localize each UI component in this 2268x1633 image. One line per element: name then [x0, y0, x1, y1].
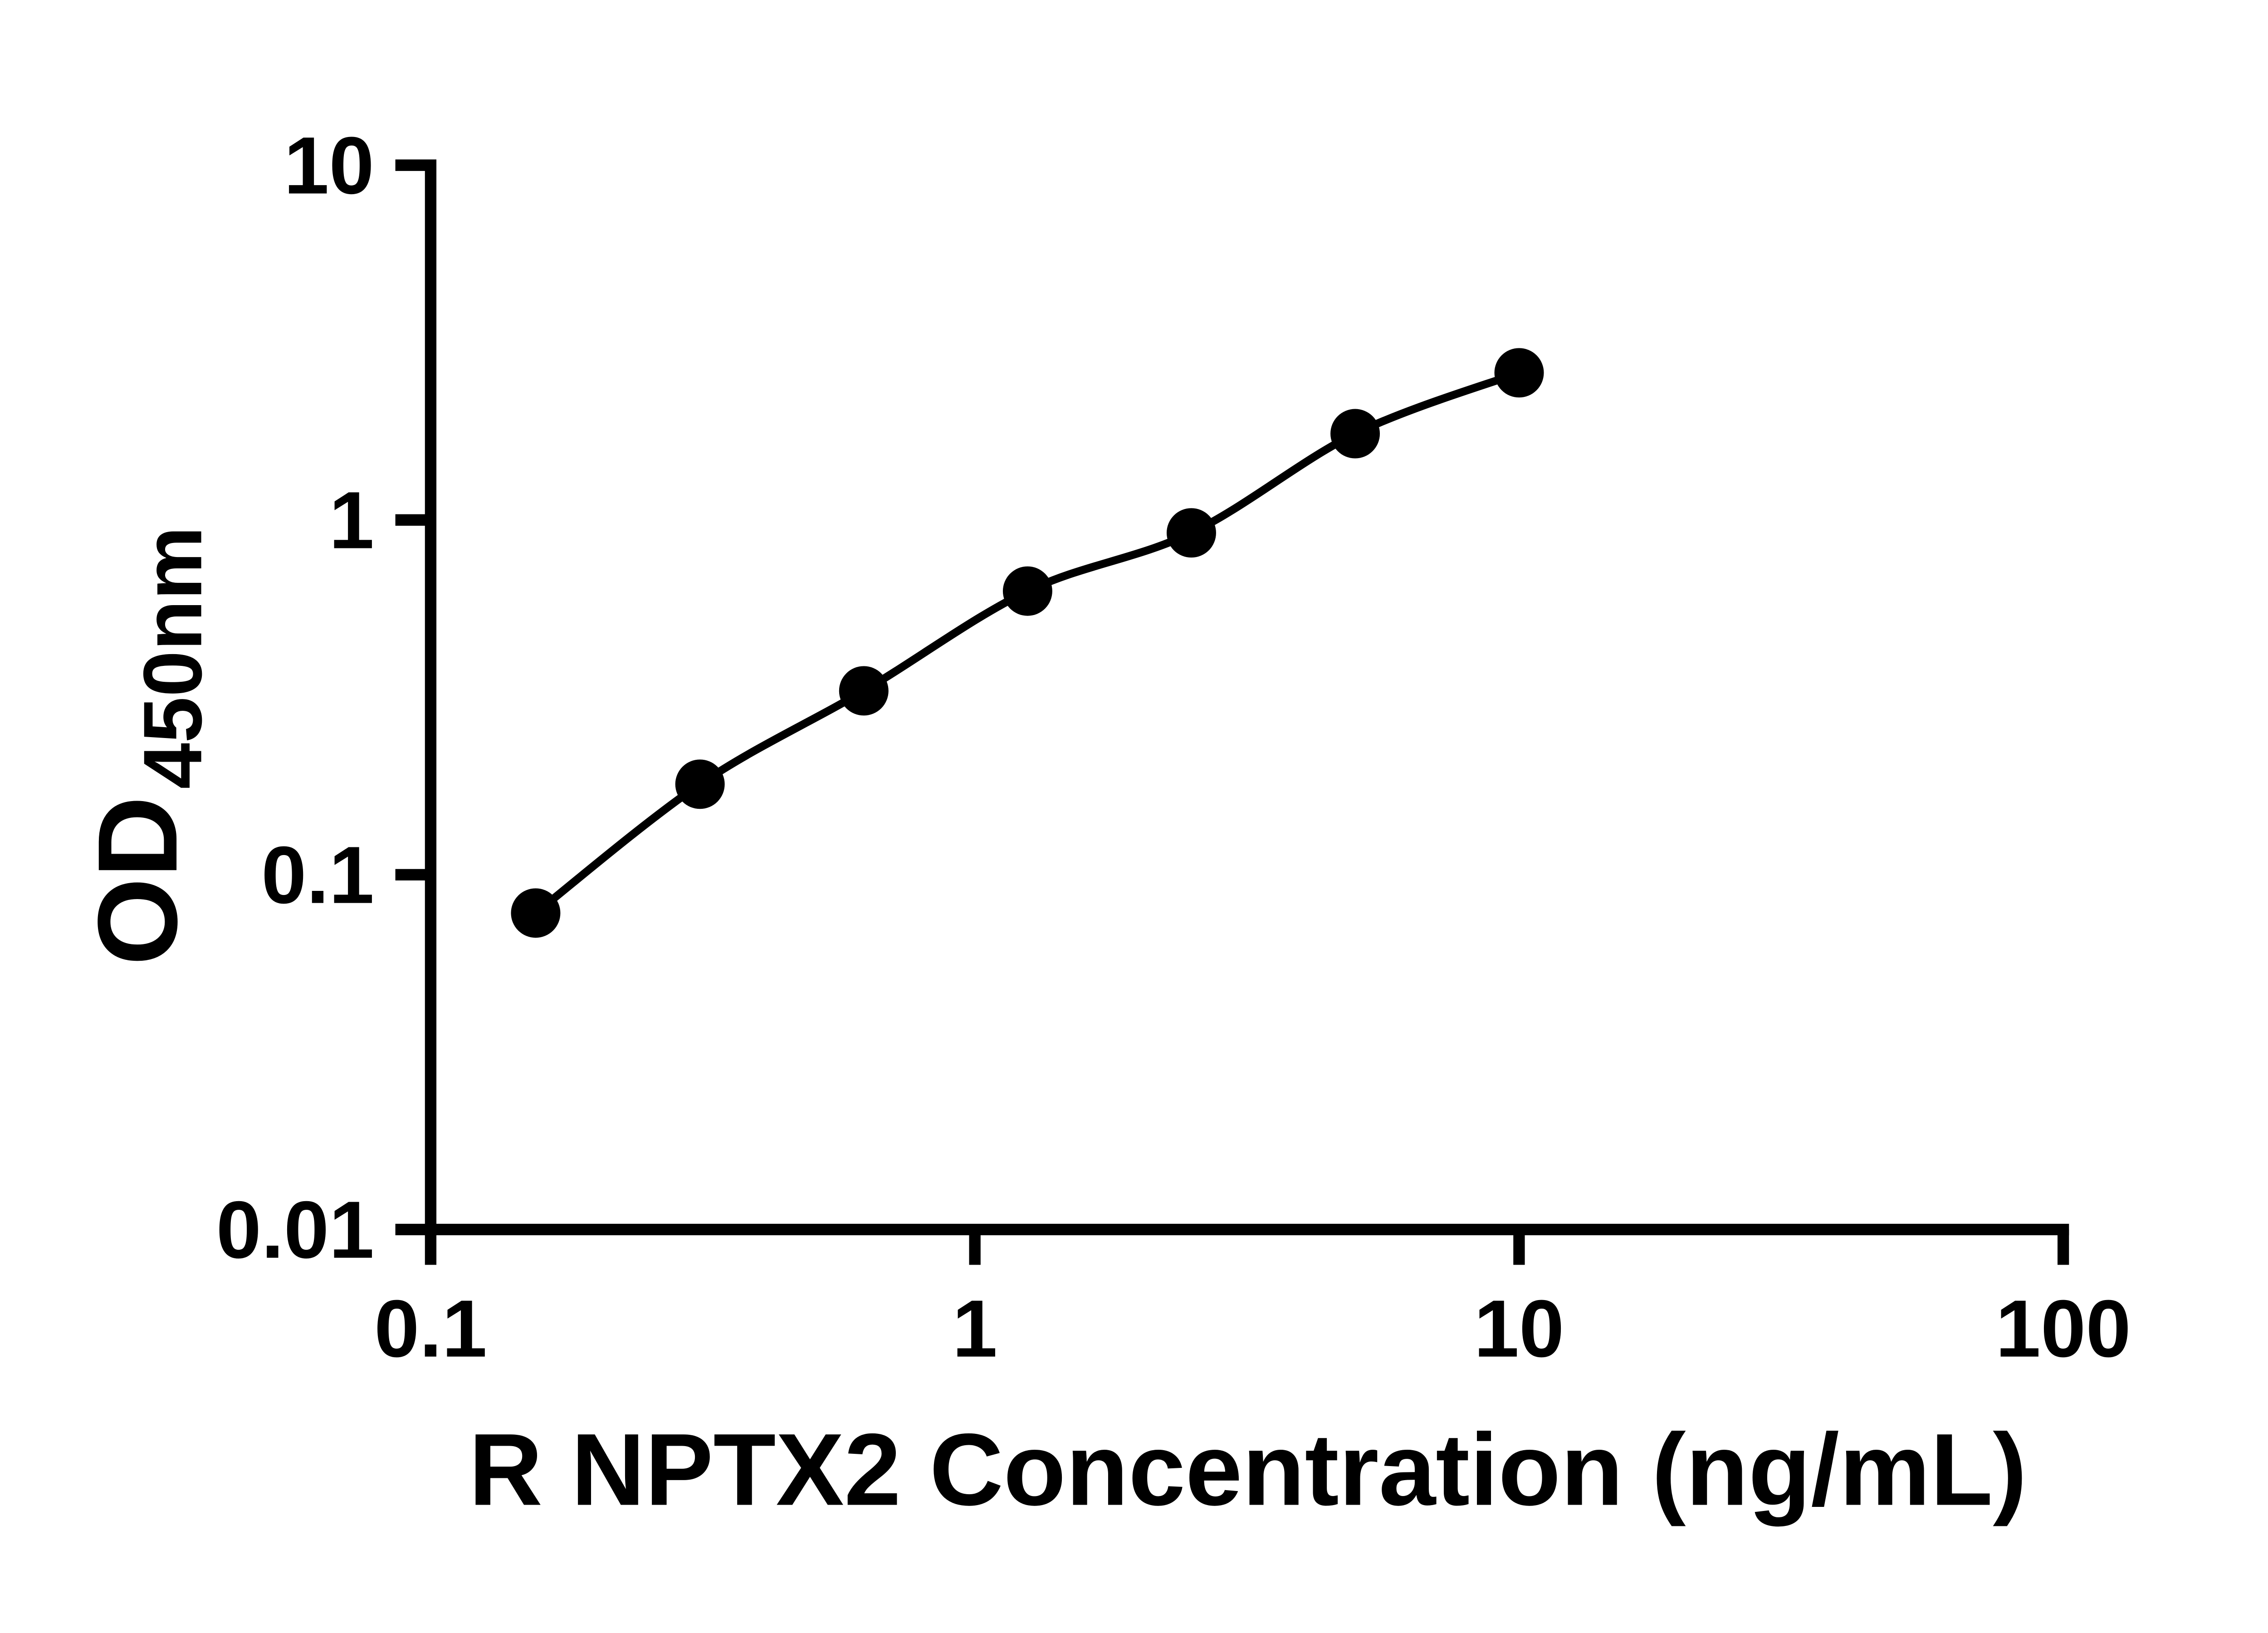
y-tick-label: 1 — [329, 475, 374, 566]
y-tick-label: 0.1 — [261, 830, 374, 920]
data-point — [1494, 348, 1544, 398]
fit-curve — [533, 369, 1521, 916]
y-axis-title: OD 450nm — [74, 526, 219, 965]
y-tick-label: 10 — [284, 120, 374, 210]
x-tick-label: 1 — [952, 1283, 997, 1374]
data-point — [675, 759, 725, 809]
x-tick-label: 100 — [1995, 1283, 2131, 1374]
data-point — [839, 666, 889, 716]
data-point — [511, 888, 561, 938]
data-point — [1330, 409, 1380, 459]
x-tick-label: 10 — [1474, 1283, 1564, 1374]
y-axis-title-subscript: 450nm — [126, 526, 219, 789]
x-tick-label: 0.1 — [374, 1283, 487, 1374]
x-axis-title: R NPTX2 Concentration (ng/mL) — [469, 1413, 2027, 1527]
axis-spines — [425, 159, 2069, 1236]
y-tick-label: 0.01 — [216, 1184, 374, 1275]
y-axis-title-main: OD — [74, 796, 200, 966]
data-point — [1002, 566, 1052, 616]
data-point — [1166, 508, 1216, 558]
